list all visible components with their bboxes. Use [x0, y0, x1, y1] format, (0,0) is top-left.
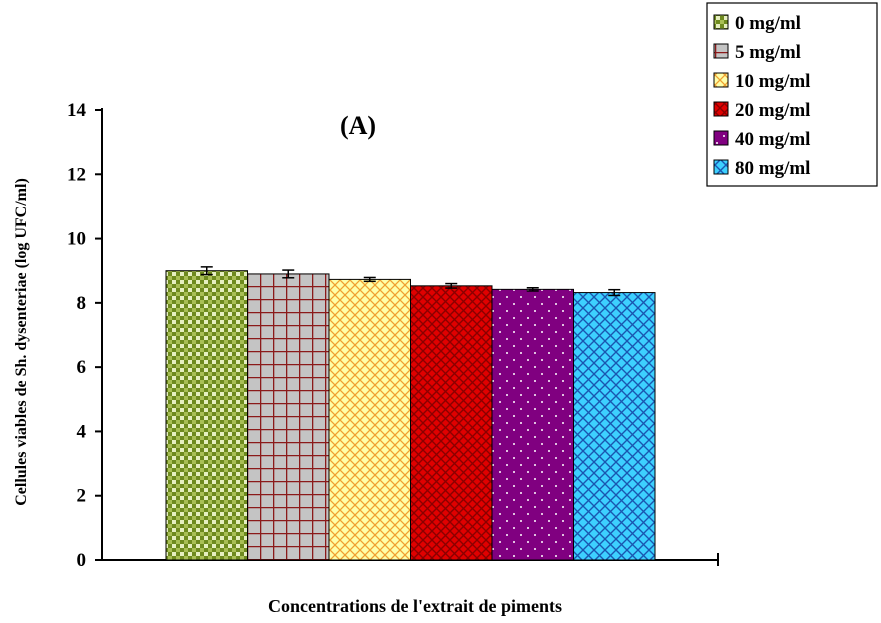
y-tick-label: 4: [77, 421, 87, 442]
legend-label: 0 mg/ml: [735, 13, 801, 34]
y-tick-label: 2: [77, 486, 87, 507]
legend-swatch: [713, 72, 729, 88]
x-axis-title: Concentrations de l'extrait de piments: [268, 596, 562, 616]
bar: [247, 273, 330, 561]
y-axis-title: Cellules viables de Sh. dysenteriae (log…: [13, 178, 30, 506]
panel-label: (A): [340, 111, 376, 140]
legend-box: [706, 2, 878, 187]
legend-swatch: [713, 130, 729, 146]
legend-label: 5 mg/ml: [735, 42, 801, 63]
y-tick-label: 0: [77, 550, 87, 571]
y-tick-label: 8: [77, 293, 87, 314]
y-axis-ticks: 0 2 4 6 8 10 12 14: [67, 100, 102, 571]
error-bars-group: [200, 266, 621, 297]
bar: [410, 285, 493, 561]
legend-label: 40 mg/ml: [735, 129, 810, 150]
legend: 0 mg/ml 5 mg/ml 10 mg/ml 20 mg/ml 40 mg/ml 80…: [706, 2, 878, 187]
y-tick-label: 6: [77, 357, 87, 378]
legend-label: 80 mg/ml: [735, 158, 810, 179]
bar: [165, 270, 248, 561]
bars-group: [165, 270, 656, 561]
y-tick-label: 10: [67, 229, 86, 250]
y-tick-label: 12: [67, 164, 86, 185]
bar: [328, 278, 411, 561]
legend-swatch: [713, 14, 729, 30]
bar: [491, 288, 574, 561]
legend-label: 10 mg/ml: [735, 71, 810, 92]
legend-swatch: [713, 101, 729, 117]
legend-swatch: [713, 159, 729, 175]
bar: [573, 292, 656, 561]
legend-swatch: [713, 43, 729, 59]
legend-label: 20 mg/ml: [735, 100, 810, 121]
y-tick-label: 14: [67, 100, 87, 121]
